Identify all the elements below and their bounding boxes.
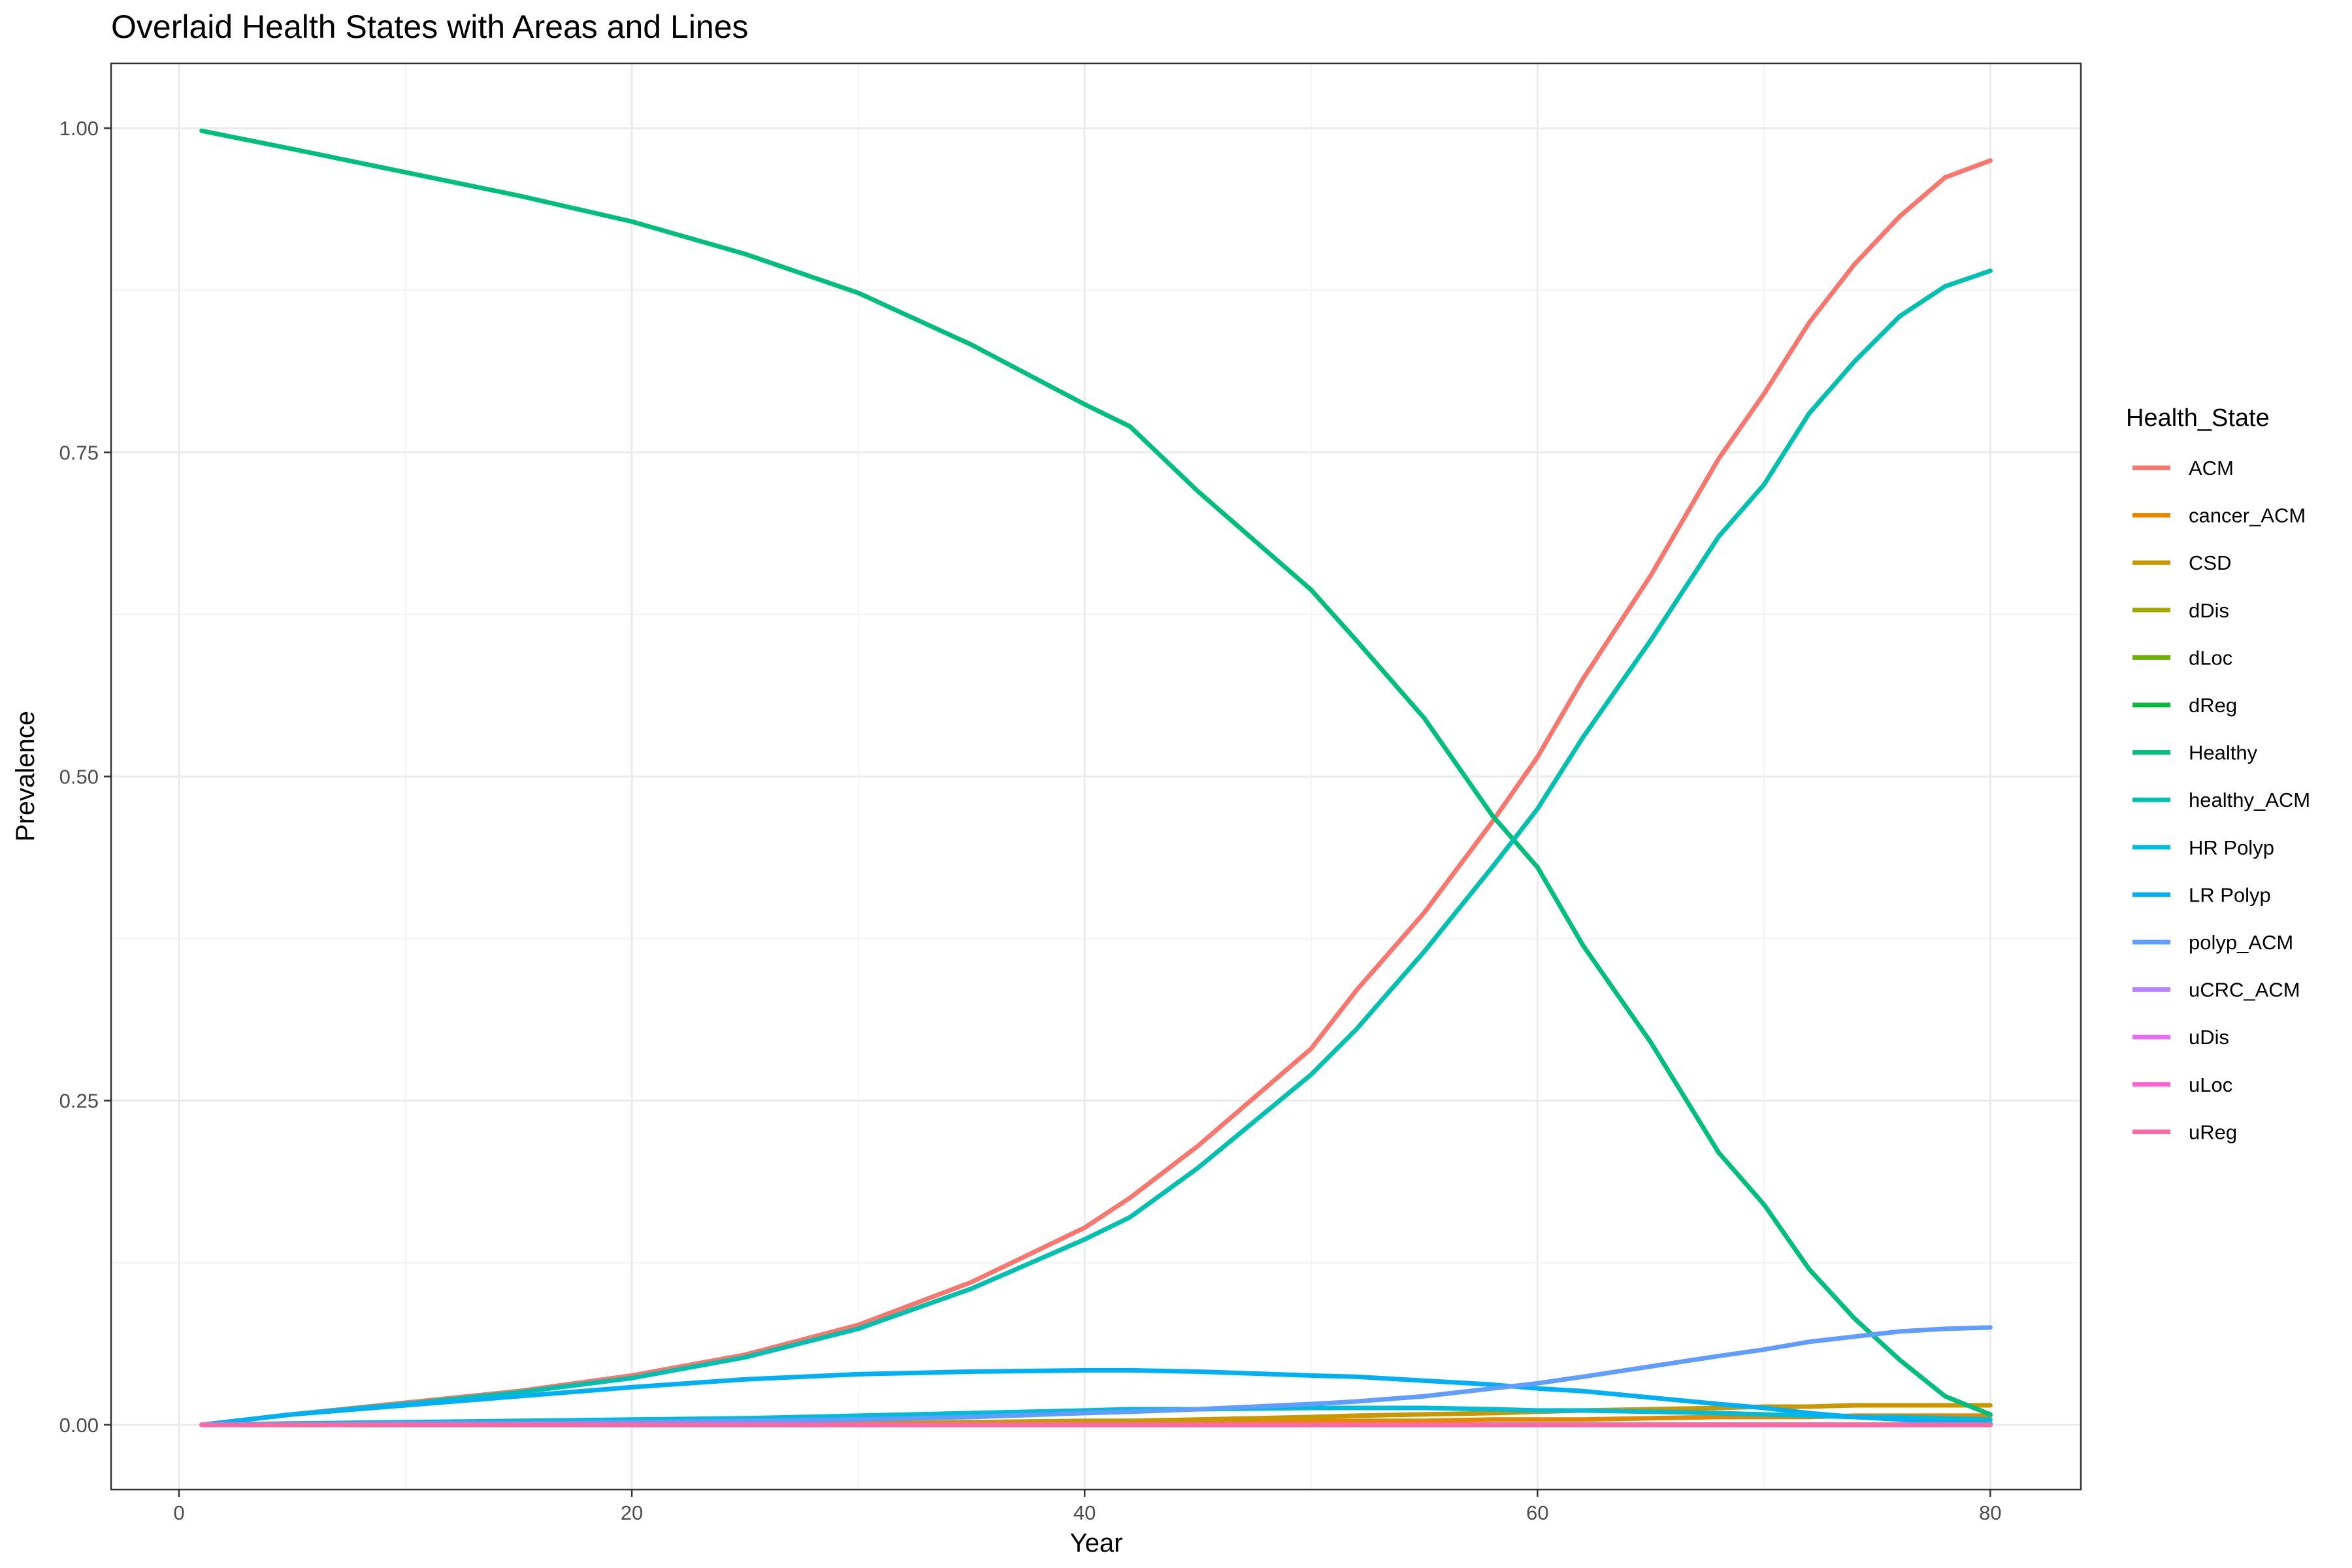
grid-lines: [111, 63, 2081, 1490]
legend: Health_State ACM cancer_ACM CSD dDis dLoc dRe…: [2126, 404, 2310, 1143]
legend-item-healthy: Healthy: [2132, 742, 2258, 764]
legend-item-csd: CSD: [2132, 551, 2231, 574]
series-line-healthy: [199, 128, 1993, 1417]
legend-label: Healthy: [2189, 742, 2258, 764]
x-tick-label: 20: [621, 1501, 643, 1524]
legend-item-acm: ACM: [2132, 457, 2234, 480]
legend-label: LR Polyp: [2189, 883, 2271, 906]
legend-label: dDis: [2189, 599, 2229, 622]
legend-item-udis: uDis: [2132, 1026, 2229, 1049]
legend-label: polyp_ACM: [2189, 931, 2293, 954]
series-line-healthy-acm: [199, 269, 1993, 1428]
chart-title: Overlaid Health States with Areas and Li…: [111, 8, 749, 45]
legend-item-hr-polyp: HR Polyp: [2132, 836, 2274, 859]
legend-label: uDis: [2189, 1026, 2229, 1049]
legend-item-polyp-acm: polyp_ACM: [2132, 931, 2293, 954]
legend-item-cancer-acm: cancer_ACM: [2132, 504, 2306, 527]
series-line-lr-polyp: [199, 1367, 1993, 1428]
legend-label: healthy_ACM: [2189, 789, 2310, 811]
series-lines: [199, 128, 1993, 1428]
legend-item-healthy-acm: healthy_ACM: [2132, 789, 2310, 811]
y-tick-label: 0.25: [59, 1090, 99, 1113]
x-tick-label: 80: [1979, 1501, 2001, 1524]
legend-item-dloc: dLoc: [2132, 646, 2232, 669]
x-tick-label: 0: [173, 1501, 184, 1524]
legend-label: uLoc: [2189, 1073, 2232, 1096]
y-tick-label: 1.00: [59, 117, 99, 140]
legend-label: ACM: [2189, 457, 2234, 480]
legend-item-ureg: uReg: [2132, 1120, 2237, 1143]
legend-item-uloc: uLoc: [2132, 1073, 2232, 1096]
legend-label: uCRC_ACM: [2189, 979, 2300, 1002]
x-axis-title: Year: [1070, 1529, 1123, 1558]
legend-item-lr-polyp: LR Polyp: [2132, 883, 2271, 906]
legend-label: dReg: [2189, 694, 2237, 717]
series-line-polyp-acm: [199, 1325, 1993, 1428]
legend-item-ucrc-acm: uCRC_ACM: [2132, 979, 2300, 1002]
series-line-acm: [199, 158, 1993, 1428]
legend-label: HR Polyp: [2189, 836, 2274, 859]
legend-label: cancer_ACM: [2189, 504, 2306, 527]
y-tick-label: 0.50: [59, 766, 99, 789]
legend-label: uReg: [2189, 1120, 2237, 1143]
legend-label: dLoc: [2189, 646, 2232, 669]
x-tick-label: 60: [1526, 1501, 1548, 1524]
legend-item-ddis: dDis: [2132, 599, 2229, 622]
y-tick-label: 0.75: [59, 441, 99, 464]
legend-item-dreg: dReg: [2132, 694, 2237, 717]
series-line-hr-polyp: [199, 1405, 1993, 1428]
legend-label: CSD: [2189, 551, 2231, 574]
legend-title: Health_State: [2126, 404, 2270, 432]
x-tick-label: 40: [1073, 1501, 1096, 1524]
y-tick-label: 0.00: [59, 1414, 99, 1437]
axes: 0 20 40 60 80 0.00 0.25 0.50 0.75 1.00: [59, 117, 2002, 1524]
y-axis-title: Prevalence: [11, 711, 40, 841]
